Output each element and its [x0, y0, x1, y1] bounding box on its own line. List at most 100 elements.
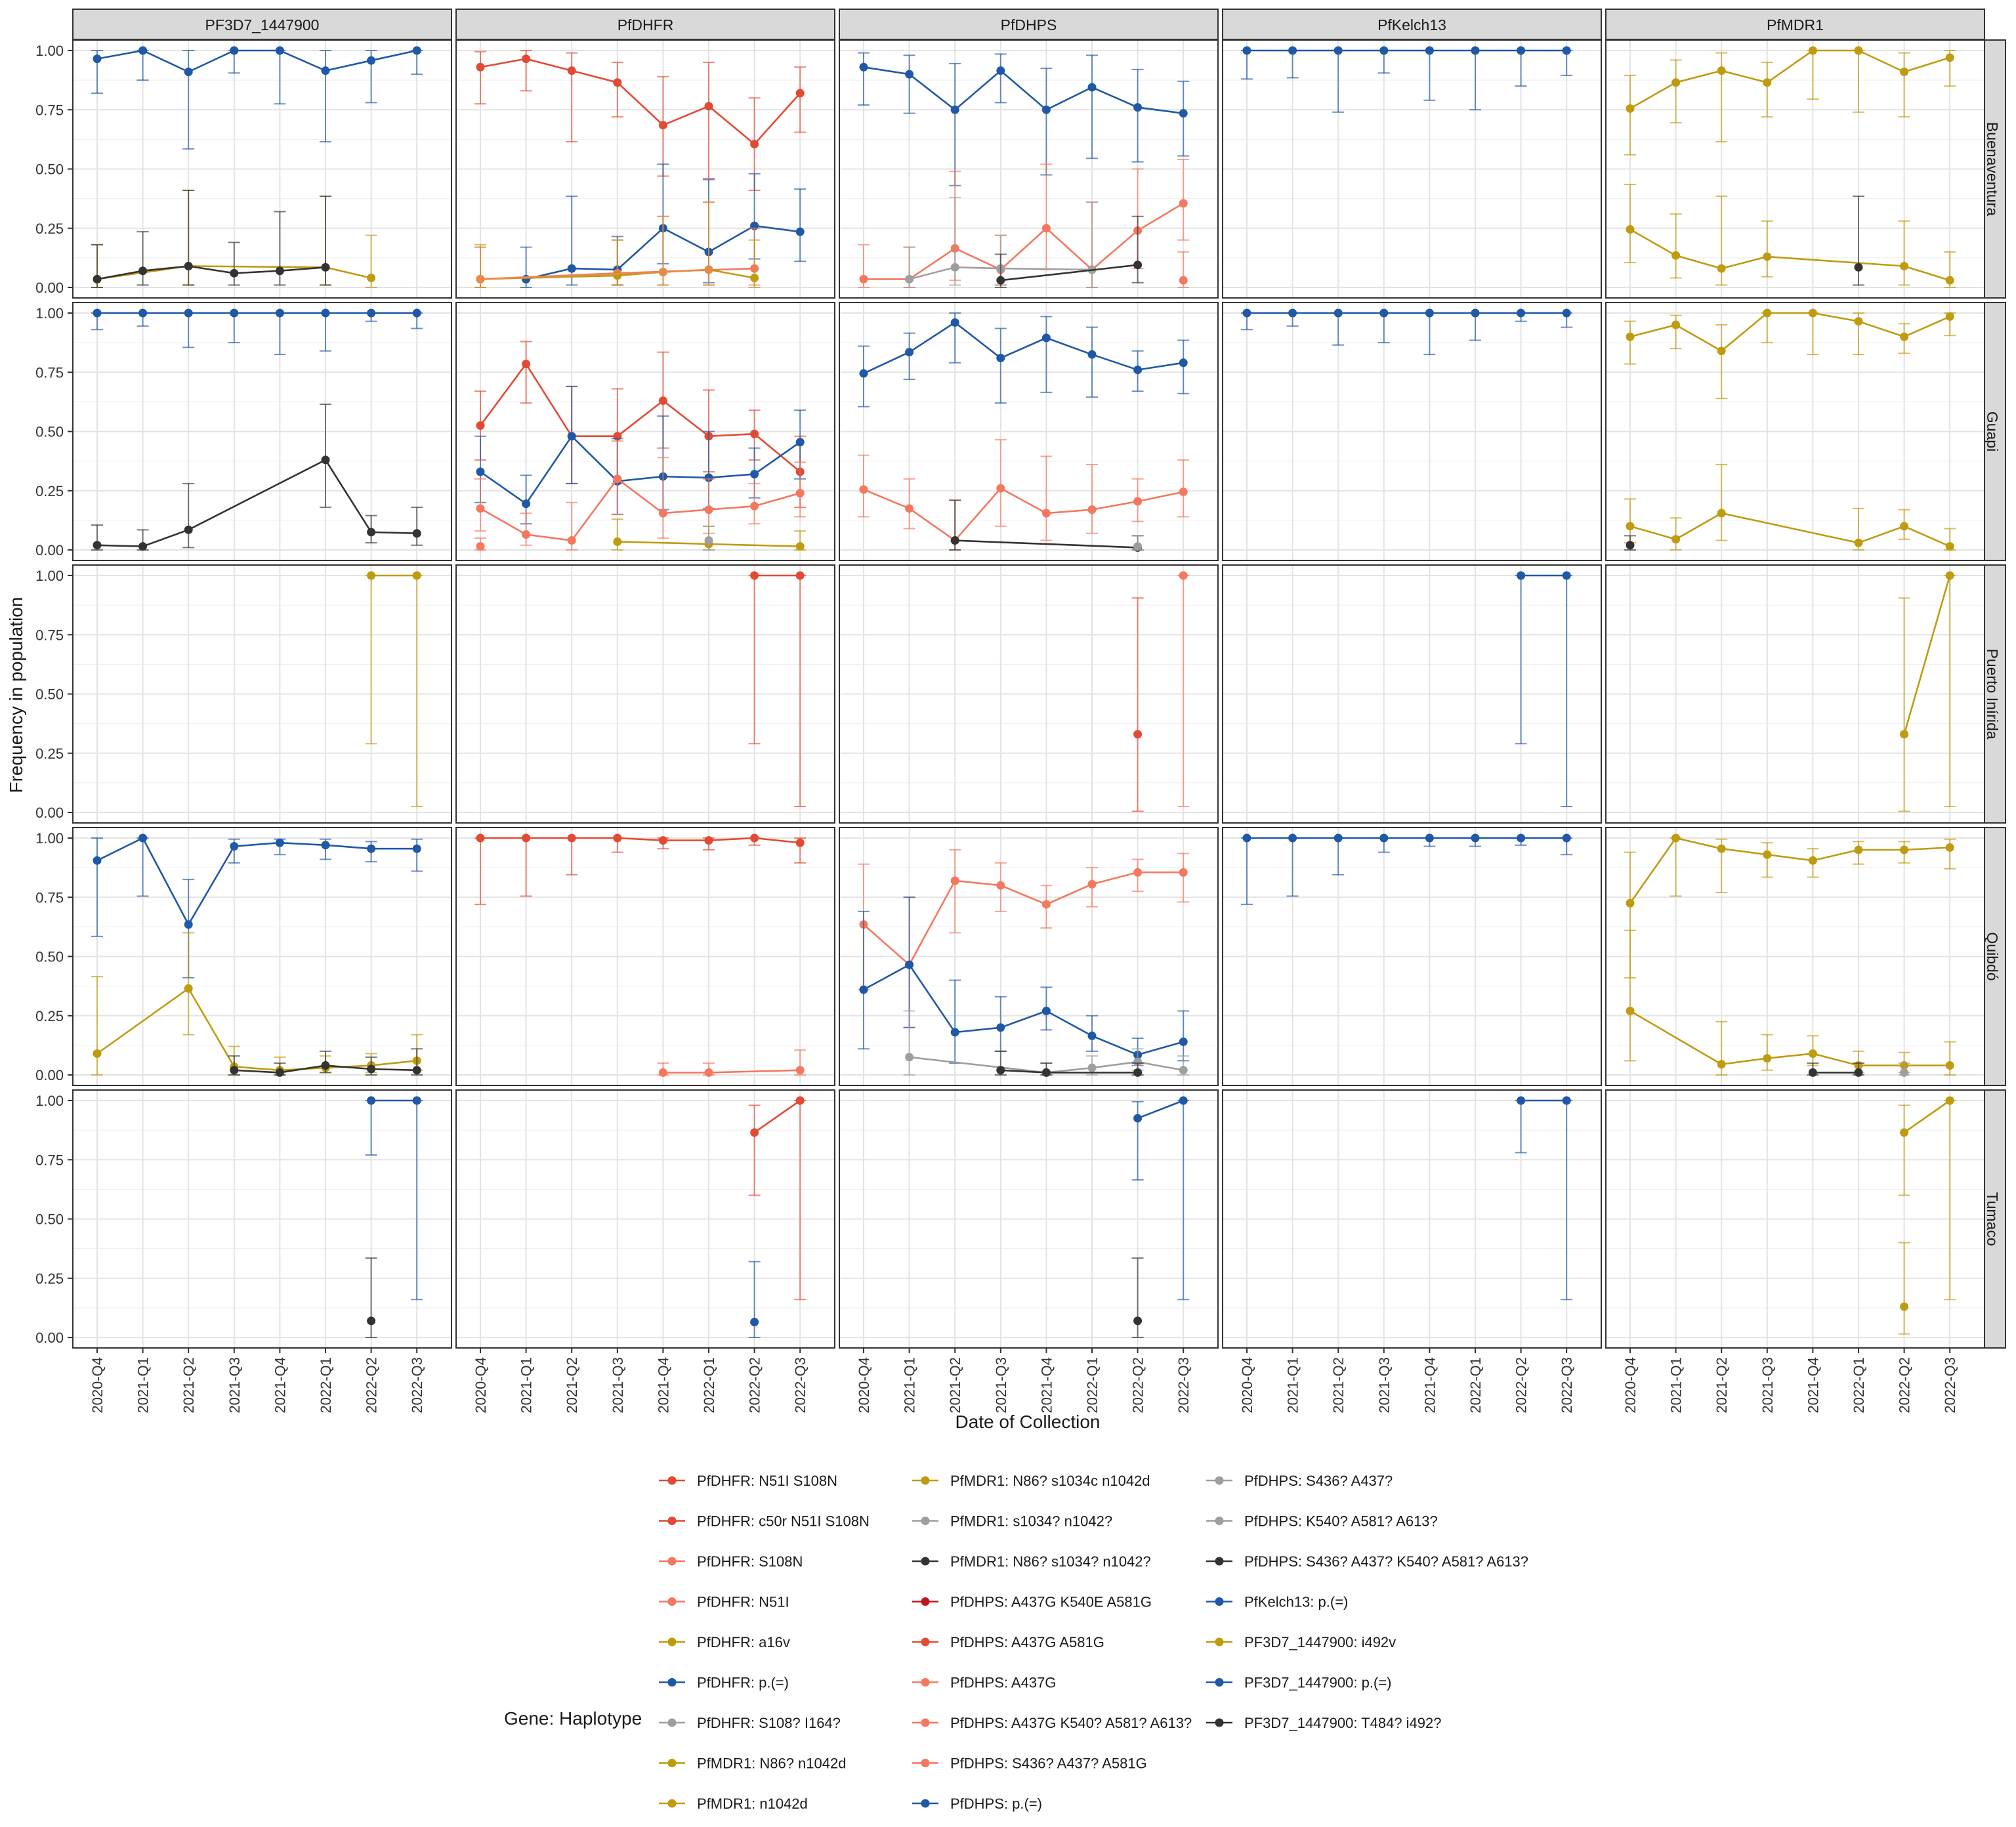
- y-tick-label: 0.25: [35, 220, 64, 237]
- facet-label-buenaventura: Buenaventura: [1984, 122, 2001, 216]
- data-point: [184, 984, 193, 993]
- series-line: [96, 265, 326, 280]
- data-point: [750, 833, 759, 843]
- legend-swatch-point: [921, 1759, 930, 1767]
- data-point: [750, 140, 759, 149]
- data-point: [1133, 1068, 1143, 1077]
- data-point: [1471, 308, 1480, 318]
- y-tick-label: 0.00: [35, 1330, 64, 1346]
- panel-border: [839, 827, 1219, 1086]
- data-point: [1425, 833, 1434, 843]
- data-point: [1626, 332, 1635, 341]
- data-point: [184, 67, 193, 76]
- data-point: [1854, 1068, 1863, 1077]
- data-point: [567, 833, 576, 843]
- x-tick-label: 2021-Q4: [1805, 1357, 1821, 1414]
- legend-item-pfmdr1-n86-s1034c-n1042d: PfMDR1: N86? s1034c n1042d: [950, 1473, 1150, 1489]
- legend-item-pfdhps-s436-a437-k540-a581-a613: PfDHPS: S436? A437? K540? A581? A613?: [1244, 1553, 1528, 1570]
- data-point: [1041, 1068, 1051, 1077]
- data-point: [1179, 199, 1188, 208]
- data-point: [1900, 67, 1909, 76]
- y-tick-label: 0.50: [35, 161, 64, 178]
- x-tick-label: 2022-Q2: [364, 1357, 380, 1414]
- data-point: [1900, 262, 1909, 271]
- facet-label-pfdhfr: PfDHFR: [618, 16, 674, 33]
- panel-border: [455, 39, 835, 299]
- data-point: [950, 105, 959, 114]
- data-point: [1133, 1316, 1143, 1326]
- data-point: [93, 308, 102, 318]
- legend-swatch-point: [921, 1517, 930, 1525]
- data-point: [1133, 1057, 1143, 1066]
- x-tick-label: 2022-Q1: [318, 1357, 334, 1414]
- data-point: [1041, 224, 1051, 233]
- x-tick-label: 2021-Q1: [902, 1357, 918, 1414]
- data-point: [1808, 308, 1817, 318]
- data-point: [1379, 833, 1389, 843]
- data-point: [1041, 509, 1051, 518]
- y-tick-label: 0.50: [35, 424, 64, 440]
- legend-swatch-point: [1215, 1517, 1224, 1525]
- data-point: [476, 504, 485, 513]
- data-point: [996, 276, 1005, 285]
- data-point: [1763, 1054, 1772, 1063]
- data-point: [1179, 868, 1188, 877]
- data-point: [1562, 1096, 1571, 1105]
- data-point: [905, 348, 914, 357]
- data-point: [1288, 46, 1297, 55]
- data-point: [1717, 346, 1726, 356]
- data-point: [367, 308, 376, 318]
- y-tick-label: 0.25: [35, 1270, 64, 1287]
- data-point: [93, 541, 102, 550]
- data-point: [412, 46, 421, 55]
- legend-swatch-point: [667, 1476, 677, 1485]
- data-point: [1808, 856, 1817, 865]
- data-point: [704, 102, 713, 111]
- data-point: [412, 308, 421, 318]
- legend-swatch-point: [1215, 1718, 1224, 1727]
- x-tick-label: 2022-Q1: [1851, 1357, 1867, 1414]
- x-tick-label: 2022-Q3: [792, 1357, 808, 1414]
- facet-label-pfkelch13: PfKelch13: [1377, 16, 1446, 33]
- legend-swatch-point: [921, 1557, 930, 1566]
- data-point: [367, 528, 376, 537]
- data-point: [795, 438, 805, 447]
- data-point: [613, 833, 622, 843]
- data-point: [522, 499, 531, 509]
- legend-title: Gene: Haplotype: [504, 1708, 642, 1729]
- x-tick-label: 2021-Q1: [1668, 1357, 1685, 1414]
- y-tick-label: 0.75: [35, 364, 64, 381]
- legend-item-pfmdr1-n86-s1034-n1042: PfMDR1: N86? s1034? n1042?: [950, 1553, 1151, 1570]
- data-point: [1945, 312, 1954, 321]
- x-tick-label: 2021-Q2: [180, 1357, 197, 1414]
- data-point: [613, 474, 622, 484]
- data-point: [905, 274, 914, 284]
- series-line: [1903, 1099, 1950, 1133]
- data-point: [1179, 358, 1188, 368]
- data-point: [996, 484, 1005, 493]
- data-point: [230, 46, 239, 55]
- data-point: [1242, 308, 1251, 318]
- data-point: [476, 62, 485, 72]
- legend-swatch-point: [667, 1637, 677, 1647]
- series-line: [863, 66, 1184, 114]
- data-point: [1133, 497, 1143, 506]
- data-point: [1626, 1007, 1635, 1016]
- x-tick-label: 2021-Q1: [518, 1357, 535, 1414]
- facet-label-puerto-in-rida: Puerto Inírida: [1984, 648, 2001, 739]
- legend-item-pfdhfr-c50r-n51i-s108n: PfDHFR: c50r N51I S108N: [697, 1513, 870, 1530]
- legend-item-pfmdr1-n86-n1042d: PfMDR1: N86? n1042d: [697, 1755, 846, 1772]
- data-point: [138, 542, 148, 551]
- data-point: [184, 920, 193, 929]
- data-point: [1562, 833, 1571, 843]
- series-line: [1629, 228, 1950, 282]
- data-point: [275, 308, 284, 318]
- panel-border: [1222, 39, 1602, 299]
- data-point: [1242, 833, 1251, 843]
- data-point: [1900, 1302, 1909, 1311]
- x-tick-label: 2020-Q4: [1622, 1357, 1639, 1414]
- data-point: [859, 274, 868, 284]
- y-tick-label: 1.00: [35, 305, 64, 322]
- data-point: [1179, 1066, 1188, 1075]
- series-line: [909, 266, 1093, 280]
